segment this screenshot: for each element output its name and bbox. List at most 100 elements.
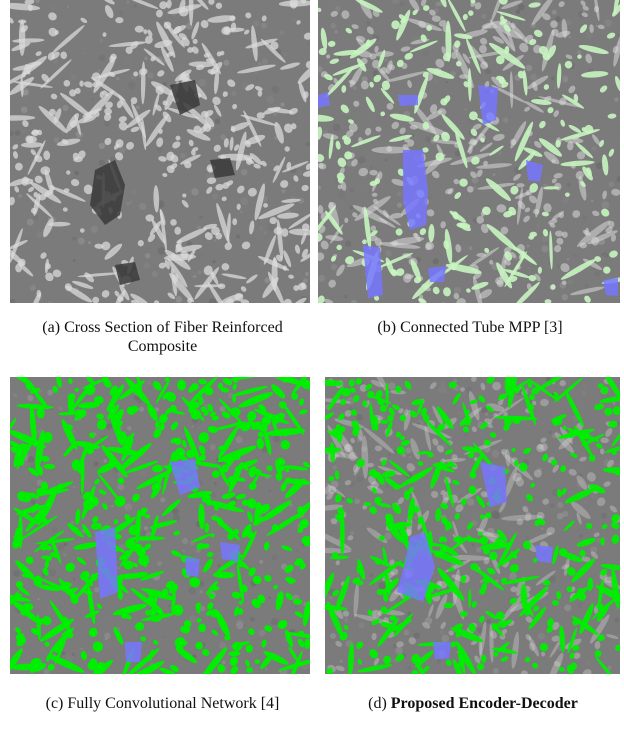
fiber-mark: [213, 104, 222, 117]
fiber-mark: [497, 529, 508, 542]
fiber-mark: [288, 646, 298, 661]
fiber-mark: [459, 611, 468, 617]
fiber-mark: [150, 484, 161, 499]
fiber-mark: [468, 485, 477, 495]
fiber-mark: [369, 180, 378, 186]
fiber-mark: [246, 498, 257, 509]
fiber-mark: [374, 45, 379, 53]
fiber-mark: [286, 576, 295, 585]
fiber-mark: [581, 12, 588, 18]
fiber-mark: [407, 497, 416, 523]
fiber-mark: [503, 412, 508, 417]
fiber-mark: [320, 27, 328, 50]
fiber-mark: [579, 549, 586, 558]
fiber-mark: [436, 445, 444, 453]
fiber-mark: [114, 496, 126, 507]
fiber-mark: [257, 90, 263, 97]
fiber-mark: [12, 538, 21, 549]
fiber-mark: [203, 410, 209, 416]
fiber-mark: [612, 3, 620, 17]
fiber-mark: [33, 503, 40, 509]
fiber-mark: [203, 558, 213, 573]
fiber-mark: [348, 122, 358, 133]
fiber-mark: [564, 558, 570, 576]
fiber-mark: [335, 665, 345, 672]
fiber-mark: [431, 170, 440, 179]
fiber-mark: [223, 138, 229, 148]
fiber-mark: [577, 587, 584, 596]
fiber-mark: [26, 193, 53, 219]
fiber-mark: [82, 524, 92, 538]
fiber-mark: [224, 27, 245, 33]
fiber-mark: [427, 451, 434, 458]
fiber-mark: [153, 640, 159, 645]
fiber-mark: [300, 250, 310, 262]
fiber-mark: [538, 138, 563, 157]
fiber-mark: [13, 151, 18, 159]
fiber-mark: [456, 222, 471, 229]
void-mark: [526, 160, 543, 182]
fiber-mark: [486, 224, 518, 252]
fiber-mark: [471, 426, 477, 433]
fiber-mark: [196, 542, 205, 550]
fiber-mark: [318, 48, 327, 56]
fiber-mark: [326, 601, 343, 638]
panel-d-image: [325, 377, 620, 674]
fiber-mark: [339, 426, 346, 433]
fiber-mark: [188, 61, 215, 68]
fiber-mark: [606, 32, 616, 39]
fiber-mark: [564, 389, 585, 428]
fiber-mark: [407, 139, 415, 147]
fiber-mark: [429, 104, 438, 114]
fiber-mark: [479, 142, 493, 152]
fiber-mark: [407, 486, 414, 495]
fiber-mark: [176, 227, 208, 244]
fiber-mark: [166, 392, 177, 402]
void-mark: [95, 527, 118, 599]
fiber-mark: [263, 651, 289, 665]
fiber-mark: [395, 653, 405, 662]
fiber-mark: [16, 431, 38, 470]
fiber-mark: [356, 641, 364, 650]
fiber-mark: [476, 216, 484, 224]
fiber-mark: [440, 502, 449, 510]
fiber-mark: [588, 454, 596, 462]
fiber-mark: [10, 377, 33, 386]
fiber-mark: [14, 162, 23, 171]
fiber-mark: [448, 381, 457, 389]
fiber-mark: [565, 192, 570, 197]
fiber-mark: [98, 489, 107, 495]
fiber-mark: [573, 652, 581, 659]
fiber-mark: [118, 121, 128, 131]
fiber-mark: [367, 462, 374, 468]
fiber-mark: [126, 406, 136, 416]
fiber-mark: [228, 650, 241, 657]
fiber-mark: [362, 239, 367, 245]
fiber-mark: [529, 642, 536, 651]
fiber-mark: [525, 634, 532, 641]
fiber-mark: [303, 32, 310, 40]
fiber-mark: [192, 147, 199, 152]
fiber-mark: [454, 192, 462, 200]
fiber-mark: [25, 135, 34, 144]
fiber-mark: [356, 564, 363, 574]
fiber-mark: [141, 588, 165, 595]
fiber-mark: [480, 137, 485, 143]
fiber-mark: [408, 0, 420, 12]
fiber-mark: [256, 112, 265, 119]
fiber-mark: [92, 516, 99, 523]
fiber-mark: [371, 471, 381, 479]
fiber-mark: [440, 489, 446, 495]
fiber-mark: [501, 514, 543, 521]
fiber-mark: [352, 212, 358, 218]
fiber-mark: [221, 196, 227, 202]
fiber-mark: [353, 582, 359, 618]
fiber-mark: [283, 298, 292, 303]
fiber-mark: [229, 136, 234, 151]
fiber-mark: [125, 377, 151, 406]
fiber-mark: [281, 198, 301, 203]
fiber-mark: [561, 488, 567, 496]
fiber-mark: [389, 614, 397, 621]
fiber-mark: [373, 295, 380, 301]
fiber-mark: [299, 398, 305, 406]
